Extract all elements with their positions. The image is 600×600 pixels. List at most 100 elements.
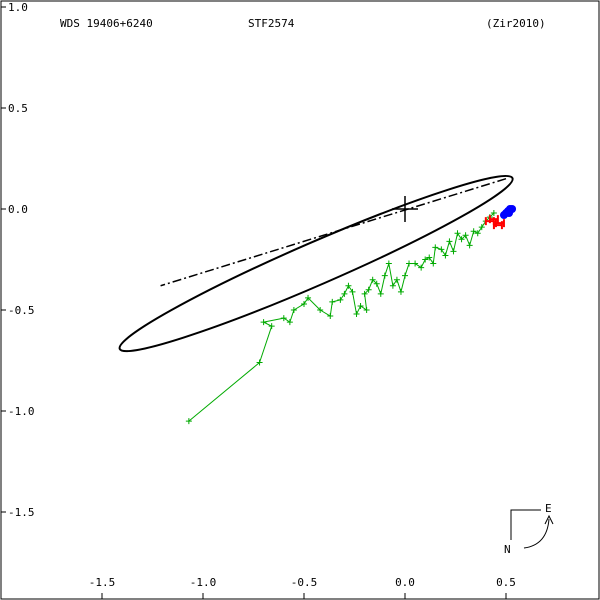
ephemeris-points (499, 205, 517, 220)
x-tick-label: 0.5 (496, 576, 516, 589)
y-tick-label: 1.0 (8, 1, 28, 14)
observation-link (414, 263, 422, 268)
observation-point (397, 288, 404, 295)
observation-link (461, 234, 466, 240)
observation-point (268, 323, 275, 330)
observation-point (490, 210, 497, 217)
observation-point (301, 300, 307, 307)
observation-point (290, 307, 297, 313)
y-axis: 1.0 0.5 0.0 -0.5 -1.0 -1.5 (1, 1, 35, 519)
observation-point (432, 244, 439, 251)
observation-link (259, 326, 273, 363)
observation-link (404, 263, 410, 276)
observation-point (381, 272, 388, 279)
observation-point (365, 286, 372, 293)
observation-link (339, 293, 345, 301)
observation-point (341, 290, 348, 297)
observation-point (446, 238, 453, 245)
observation-link (477, 226, 483, 234)
header-star-name: STF2574 (248, 17, 295, 30)
observation-point (474, 230, 481, 237)
speckle-point (492, 221, 503, 230)
compass-north-label: N (504, 543, 511, 556)
observation-link (372, 279, 378, 285)
observation-link (263, 317, 284, 323)
observation-link (469, 231, 475, 246)
observation-link (440, 249, 446, 256)
observation-link (348, 285, 353, 293)
observation-point (450, 248, 457, 255)
observation-point (442, 252, 449, 259)
observation-link (420, 259, 426, 268)
observation-point (353, 311, 360, 318)
observation-link (364, 289, 369, 295)
observation-link (188, 362, 260, 422)
observation-link (376, 283, 382, 295)
observation-link (319, 309, 331, 317)
observation-point (361, 290, 368, 297)
observation-point (373, 280, 380, 287)
observation-link (356, 305, 362, 315)
compass-axes (510, 509, 541, 540)
observation-point (470, 228, 477, 235)
observation-point (256, 359, 263, 366)
observation-point (260, 319, 267, 326)
observation-point (406, 260, 413, 267)
compass: E N (504, 502, 554, 556)
observation-link (283, 317, 291, 323)
observation-point (454, 230, 461, 237)
orbit-ellipse (118, 174, 514, 353)
observation-point (305, 294, 312, 301)
observation-link (448, 241, 454, 252)
compass-arc (523, 518, 550, 549)
observation-link (360, 305, 367, 311)
observation-link (384, 263, 390, 276)
observation-point (385, 260, 392, 267)
observation-link (343, 285, 349, 295)
observation-point (317, 307, 324, 313)
observation-link (444, 241, 450, 256)
observation-point (393, 276, 400, 283)
header-wds-id: WDS 19406+6240 (60, 17, 153, 30)
x-tick-label: -0.5 (291, 576, 318, 589)
observation-point (349, 288, 356, 295)
observation-link (388, 263, 394, 286)
y-tick-label: 0.5 (8, 102, 28, 115)
observation-point (185, 418, 192, 425)
observation-point (377, 290, 384, 297)
observation-point (418, 264, 425, 271)
observation-link (368, 279, 374, 290)
observation-point (462, 232, 469, 239)
observation-link (428, 257, 434, 264)
observation-point (478, 224, 485, 231)
observation-point (286, 319, 293, 326)
ephemeris-point (505, 209, 514, 218)
observation-point (422, 256, 429, 263)
observation-link (303, 297, 309, 305)
observation-point (426, 254, 433, 261)
observation-point (389, 282, 396, 289)
observation-point (345, 282, 352, 289)
observation-link (400, 275, 406, 292)
observation-point (466, 242, 473, 249)
observation-link (452, 233, 459, 252)
line-of-nodes (160, 177, 507, 287)
observation-point (327, 313, 334, 320)
compass-arrowhead (544, 514, 554, 525)
y-tick-label: -0.5 (8, 304, 35, 317)
primary-star-marker (392, 196, 418, 222)
observation-point (357, 302, 364, 309)
observation-link (289, 309, 295, 323)
x-tick-label: -1.5 (89, 576, 116, 589)
observation-link (392, 279, 398, 287)
observation-point (369, 276, 376, 283)
y-tick-label: -1.0 (8, 405, 35, 418)
observation-point (412, 260, 419, 267)
speckle-point (488, 215, 499, 224)
y-tick-label: -1.5 (8, 506, 35, 519)
observation-point (363, 307, 370, 313)
observation-link (396, 279, 402, 292)
header-reference: (Zir2010) (486, 17, 546, 30)
